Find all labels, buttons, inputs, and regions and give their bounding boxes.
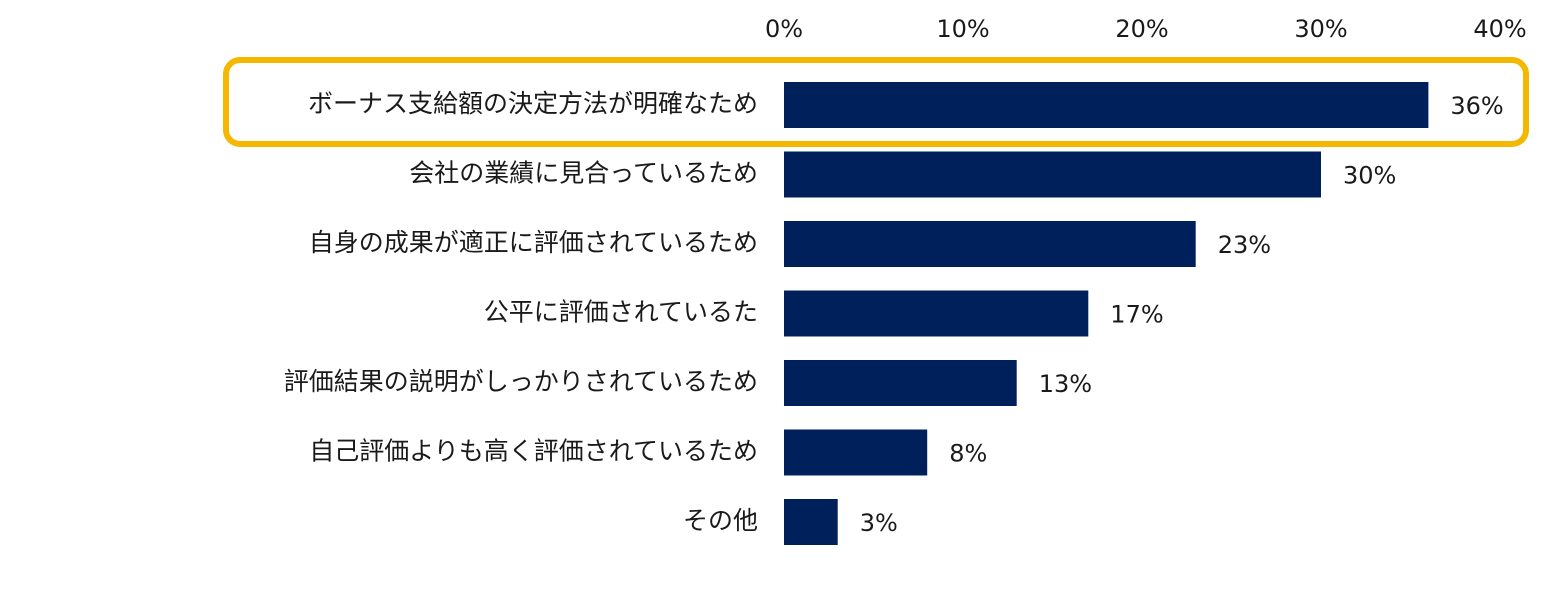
value-label: 23% [1218, 231, 1271, 259]
category-label: 自身の成果が適正に評価されているため [309, 228, 758, 257]
highlight-box [223, 57, 1529, 147]
value-label: 8% [949, 440, 987, 468]
category-label: 自己評価よりも高く評価されているため [309, 437, 758, 466]
bar [784, 429, 928, 476]
bar [784, 290, 1089, 337]
bar [784, 221, 1196, 267]
bar [784, 360, 1017, 406]
category-label: その他 [683, 506, 758, 535]
x-tick-label: 10% [936, 15, 989, 43]
value-label: 36% [1450, 92, 1503, 120]
x-axis: 0% 10% 20% 30% 40% [765, 15, 1527, 43]
bars [784, 82, 1429, 545]
value-label: 3% [860, 509, 898, 537]
category-label: 会社の業績に見合っているため [409, 159, 758, 188]
value-label: 17% [1110, 301, 1163, 329]
x-tick-label: 0% [765, 15, 803, 43]
x-tick-label: 40% [1473, 15, 1526, 43]
value-labels: 36% 30% 23% 17% 13% 8% 3% [860, 92, 1504, 537]
highlight-layer [223, 57, 1529, 147]
category-label: ボーナス支給額の決定方法が明確なため [308, 89, 758, 118]
category-label: 公平に評価されているた [484, 298, 758, 327]
value-label: 30% [1343, 162, 1396, 190]
value-label: 13% [1039, 370, 1092, 398]
category-label: 評価結果の説明がしっかりされているため [284, 367, 758, 396]
bar [784, 151, 1321, 198]
x-tick-label: 30% [1294, 15, 1347, 43]
bar [784, 82, 1429, 128]
bar [784, 499, 838, 545]
x-tick-label: 20% [1115, 15, 1168, 43]
category-labels: ボーナス支給額の決定方法が明確なため会社の業績に見合っているため自身の成果が適正… [284, 89, 758, 535]
